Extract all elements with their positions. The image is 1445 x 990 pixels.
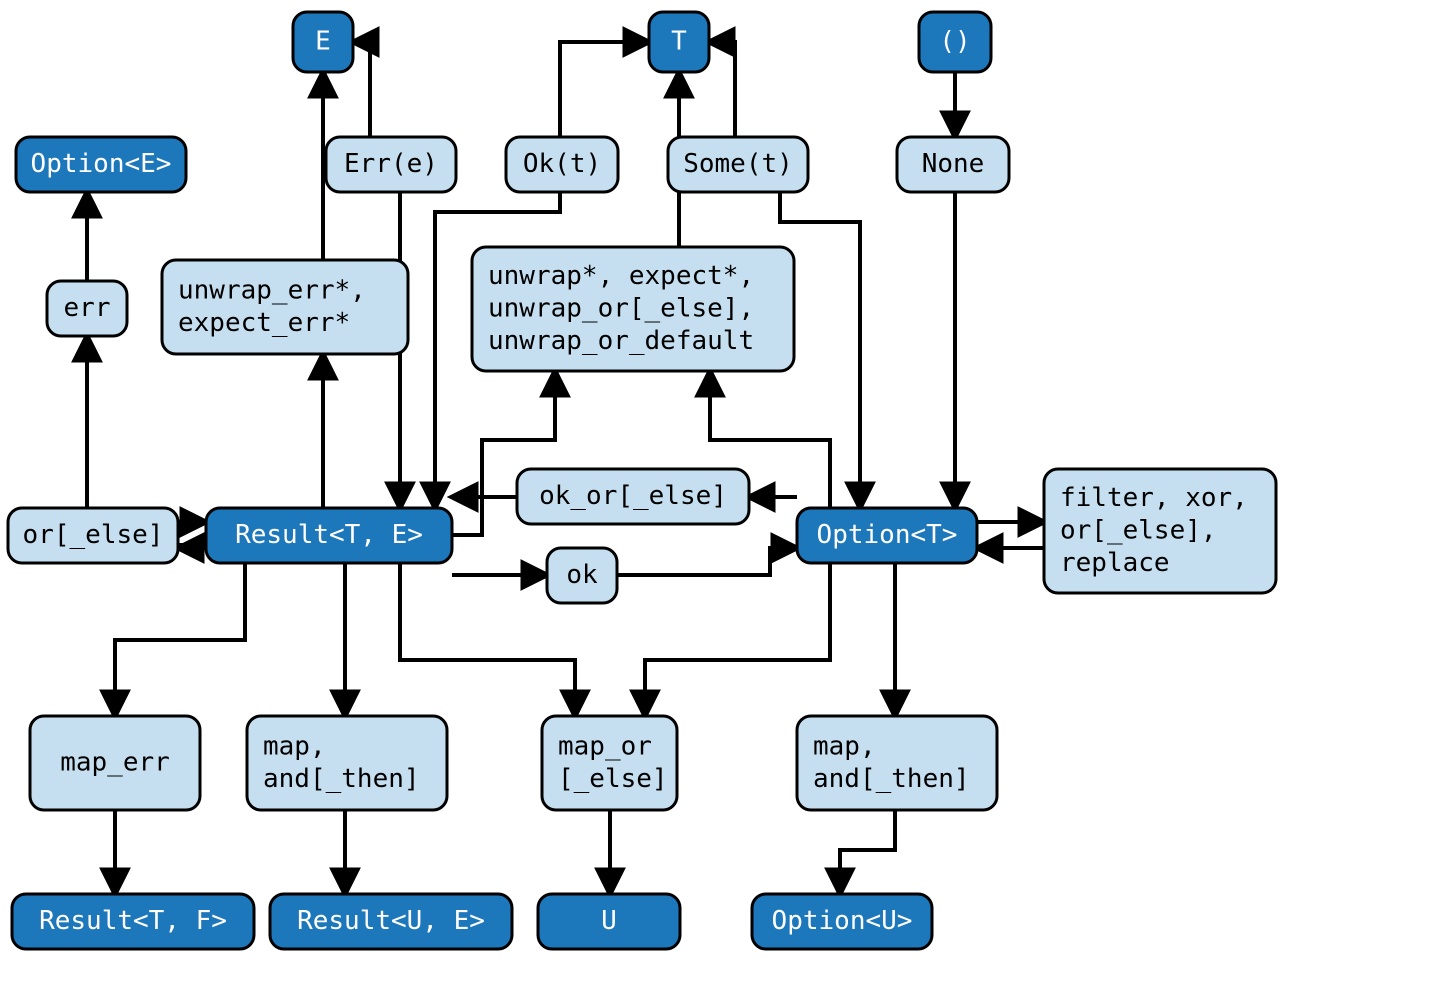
edge-map_and_O-to-OptionU (840, 810, 895, 894)
node-label: filter, xor, (1060, 483, 1248, 513)
node-label: U (601, 906, 617, 936)
node-label: and[_then] (813, 764, 970, 794)
node-label: Ok(t) (523, 149, 601, 179)
node-map_and_O: map,and[_then] (797, 716, 997, 810)
node-label: err (64, 293, 111, 323)
node-ok: ok (547, 548, 617, 603)
node-label: map, (263, 731, 326, 761)
edge-ok-to-OptionT (617, 548, 797, 575)
node-label: expect_err* (178, 308, 350, 338)
node-ResultTE: Result<T, E> (206, 508, 452, 563)
node-label: ok_or[_else] (539, 481, 727, 511)
edge-ResultTE-to-map_err (115, 563, 245, 716)
node-label: Some(t) (683, 149, 793, 179)
node-OptionT: Option<T> (797, 508, 977, 563)
node-label: unwrap_or_default (488, 326, 754, 356)
node-None: None (897, 137, 1009, 192)
node-OptionE: Option<E> (16, 137, 186, 192)
node-label: Result<T, F> (39, 906, 227, 936)
node-OptionU: Option<U> (752, 894, 932, 949)
node-U: U (538, 894, 680, 949)
edge-Somet-to-T (709, 42, 735, 137)
node-Unit: () (919, 12, 991, 72)
node-err: err (47, 281, 127, 336)
node-label: Option<U> (772, 906, 913, 936)
node-label: Option<E> (31, 149, 172, 179)
node-label: map, (813, 731, 876, 761)
nodes-layer: E T () Option<E> Err(e) Ok(t) Some(t) None err un… (8, 12, 1276, 949)
edge-OptionT-to-map_or (645, 563, 830, 716)
diagram-canvas: E T () Option<E> Err(e) Ok(t) Some(t) None err un… (0, 0, 1445, 990)
node-map_err: map_err (30, 716, 200, 810)
node-or_else_L: or[_else] (8, 508, 178, 563)
node-map_or: map_or[_else] (542, 716, 677, 810)
node-label: () (939, 27, 970, 57)
node-ResultUE: Result<U, E> (270, 894, 512, 949)
node-label: unwrap_or[_else], (488, 294, 754, 324)
node-label: unwrap_err*, (178, 275, 366, 305)
edge-Erre-to-E (353, 42, 370, 137)
node-ok_or_else: ok_or[_else] (517, 469, 749, 524)
node-label: map_err (60, 748, 170, 778)
node-label: map_or (558, 731, 652, 761)
node-T: T (649, 12, 709, 72)
node-filter_xor: filter, xor,or[_else],replace (1044, 469, 1276, 593)
node-label: None (922, 149, 985, 179)
node-label: or[_else] (23, 520, 164, 550)
node-label: replace (1060, 548, 1170, 578)
node-map_and_R: map,and[_then] (247, 716, 447, 810)
edge-Okt-to-T (560, 42, 649, 137)
node-label: ok (566, 560, 598, 590)
node-Erre: Err(e) (326, 137, 456, 192)
node-Somet: Some(t) (668, 137, 808, 192)
node-label: T (671, 27, 687, 57)
node-label: Option<T> (817, 520, 958, 550)
node-unwrap_err: unwrap_err*,expect_err* (162, 260, 408, 354)
node-E: E (293, 12, 353, 72)
node-label: [_else] (558, 764, 668, 794)
node-Okt: Ok(t) (506, 137, 618, 192)
node-ResultTF: Result<T, F> (12, 894, 254, 949)
node-unwrap: unwrap*, expect*,unwrap_or[_else],unwrap… (472, 247, 794, 371)
node-label: E (315, 27, 331, 57)
node-label: Result<T, E> (235, 520, 423, 550)
node-label: Err(e) (344, 149, 438, 179)
node-label: unwrap*, expect*, (488, 261, 754, 291)
node-label: and[_then] (263, 764, 420, 794)
node-label: or[_else], (1060, 516, 1217, 546)
node-label: Result<U, E> (297, 906, 485, 936)
